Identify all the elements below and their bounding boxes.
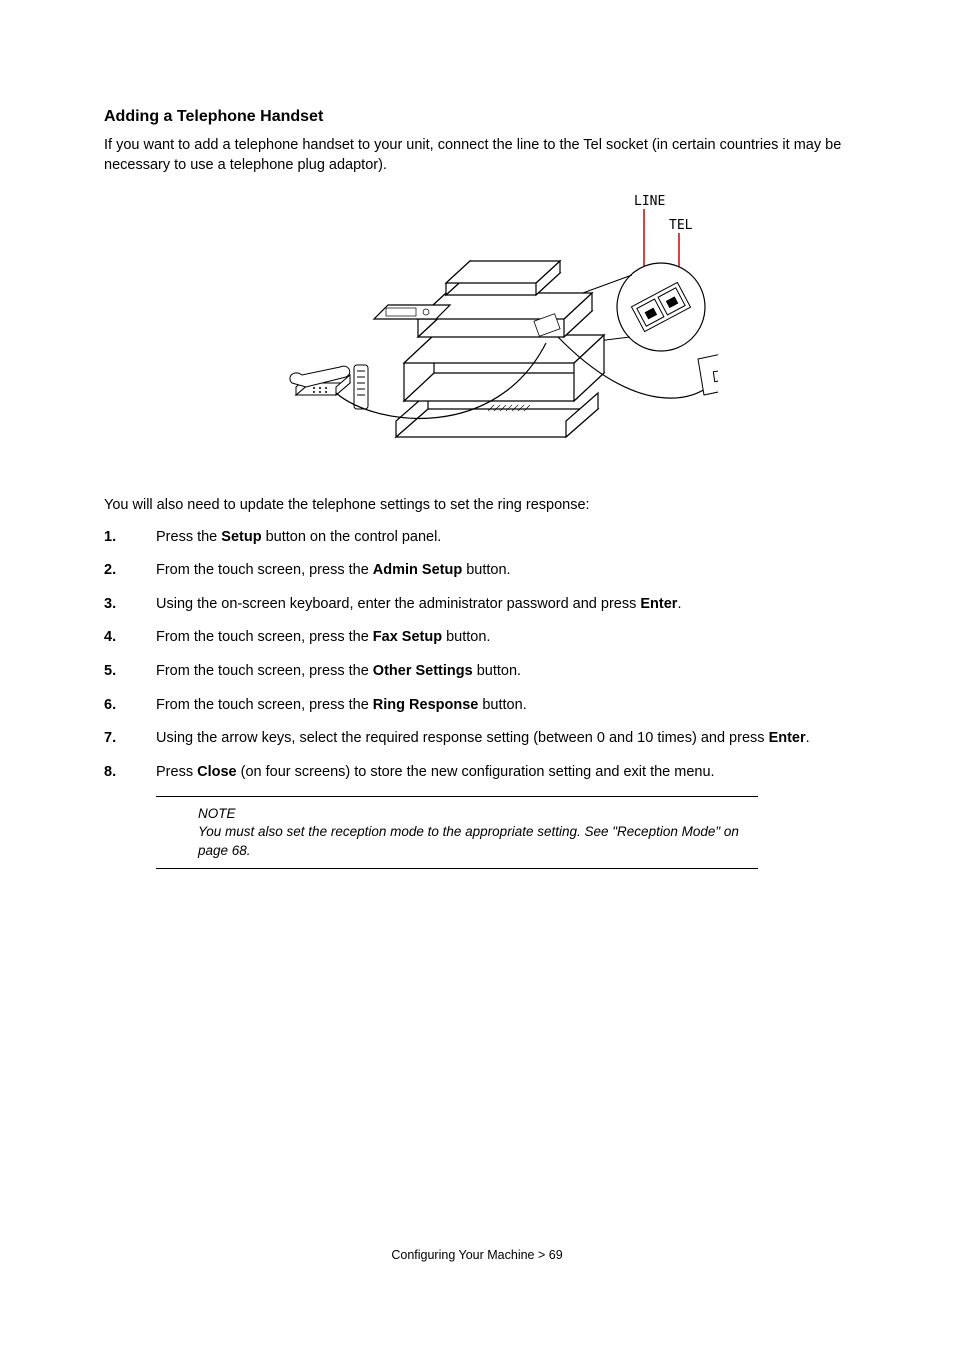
step-item: 4. From the touch screen, press the Fax … [104,628,850,648]
step-text-pre: From the touch screen, press the [156,629,373,645]
step-text-pre: Using the on-screen keyboard, enter the … [156,596,640,612]
printer-diagram-svg: LINE TEL [236,187,718,471]
step-number: 5. [104,662,116,682]
step-text-post: button. [462,562,510,578]
page: Adding a Telephone Handset If you want t… [0,0,954,1350]
step-text-post: . [806,730,810,746]
step-number: 7. [104,729,116,749]
step-text-pre: From the touch screen, press the [156,562,373,578]
note-head: NOTE [198,805,758,823]
step-text-post: (on four screens) to store the new confi… [237,764,715,780]
step-number: 1. [104,528,116,548]
note-box: NOTE You must also set the reception mod… [156,796,758,869]
step-text-pre: From the touch screen, press the [156,697,373,713]
step-text-bold: Other Settings [373,663,473,679]
step-text-pre: Press [156,764,197,780]
step-item: 5. From the touch screen, press the Othe… [104,662,850,682]
step-item: 2. From the touch screen, press the Admi… [104,561,850,581]
page-footer: Configuring Your Machine > 69 [0,1248,954,1262]
step-text-post: button. [478,697,526,713]
section-title: Adding a Telephone Handset [104,108,850,126]
step-text-bold: Ring Response [373,697,479,713]
step-text-bold: Enter [640,596,677,612]
step-item: 6. From the touch screen, press the Ring… [104,696,850,716]
handset-connection-figure: LINE TEL [104,187,850,476]
intro-paragraph: If you want to add a telephone handset t… [104,136,850,175]
steps-list: 1. Press the Setup button on the control… [104,528,850,783]
step-number: 6. [104,696,116,716]
step-text-bold: Setup [221,529,261,545]
label-line: LINE [634,194,665,209]
step-text-bold: Enter [769,730,806,746]
step-item: 7. Using the arrow keys, select the requ… [104,729,850,749]
note-body: You must also set the reception mode to … [198,823,758,859]
step-text-post: button. [473,663,521,679]
step-number: 8. [104,763,116,783]
step-number: 3. [104,595,116,615]
step-text-post: . [677,596,681,612]
step-number: 2. [104,561,116,581]
step-text-post: button. [442,629,490,645]
step-text-bold: Close [197,764,237,780]
label-tel: TEL [669,218,693,233]
intro-paragraph-2: You will also need to update the telepho… [104,496,850,516]
step-text-post: button on the control panel. [262,529,442,545]
step-text-pre: Using the arrow keys, select the require… [156,730,769,746]
step-item: 8. Press Close (on four screens) to stor… [104,763,850,783]
step-item: 3. Using the on-screen keyboard, enter t… [104,595,850,615]
step-text-pre: Press the [156,529,221,545]
step-number: 4. [104,628,116,648]
step-text-bold: Admin Setup [373,562,462,578]
step-text-pre: From the touch screen, press the [156,663,373,679]
step-text-bold: Fax Setup [373,629,442,645]
step-item: 1. Press the Setup button on the control… [104,528,850,548]
